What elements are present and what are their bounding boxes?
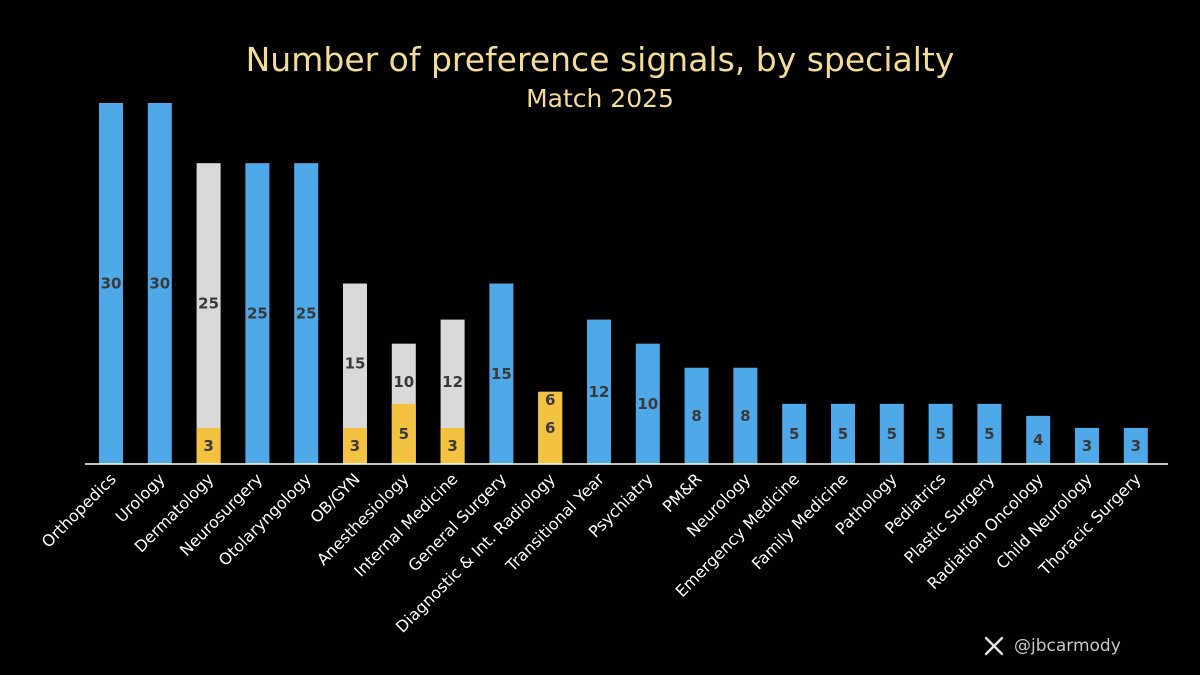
bar-value-label: 5 bbox=[887, 425, 897, 443]
author-credit: @jbcarmody bbox=[984, 636, 1121, 656]
bar-lower bbox=[440, 427, 465, 464]
bar-lower bbox=[196, 427, 221, 464]
bar bbox=[489, 283, 514, 464]
bar bbox=[782, 403, 807, 464]
bar bbox=[928, 403, 953, 464]
bar-lower bbox=[391, 403, 416, 464]
bar-lower-value-label: 3 bbox=[203, 437, 213, 455]
bar-value-label: 5 bbox=[789, 425, 799, 443]
category-label: PM&R bbox=[659, 469, 706, 516]
bar bbox=[587, 319, 611, 464]
bar-upper-value-label: 10 bbox=[393, 373, 414, 391]
bar bbox=[684, 367, 709, 464]
bar-value-label: 15 bbox=[491, 365, 512, 383]
bar-upper bbox=[196, 163, 221, 464]
bar-upper-value-label: 6 bbox=[545, 391, 555, 409]
bar-lower bbox=[538, 391, 563, 464]
bar-lower bbox=[343, 427, 367, 464]
bar bbox=[245, 163, 270, 464]
bar-upper-value-label: 15 bbox=[345, 355, 366, 373]
bar bbox=[1123, 427, 1148, 464]
bar-value-label: 3 bbox=[1131, 437, 1141, 455]
bar bbox=[1026, 415, 1051, 464]
bar bbox=[831, 403, 855, 464]
bar bbox=[733, 367, 758, 464]
bar-value-label: 8 bbox=[740, 407, 750, 425]
bar-value-label: 5 bbox=[984, 425, 994, 443]
category-label: Orthopedics bbox=[38, 469, 120, 551]
bar-value-label: 30 bbox=[101, 275, 122, 293]
bar bbox=[879, 403, 904, 464]
category-label: Otolaryngology bbox=[215, 469, 315, 569]
bar bbox=[294, 163, 319, 464]
bar-value-label: 3 bbox=[1082, 437, 1092, 455]
bar-lower-value-label: 3 bbox=[447, 437, 457, 455]
chart-title: Number of preference signals, by special… bbox=[245, 40, 955, 79]
bar bbox=[977, 403, 1002, 464]
x-logo-icon bbox=[984, 636, 1004, 656]
bar-value-label: 8 bbox=[691, 407, 701, 425]
bar bbox=[635, 343, 660, 464]
bar-lower-value-label: 6 bbox=[545, 419, 555, 437]
bar-lower-value-label: 3 bbox=[350, 437, 360, 455]
bar bbox=[1075, 427, 1099, 464]
bar bbox=[99, 103, 123, 464]
bar-value-label: 12 bbox=[589, 383, 610, 401]
bar-value-label: 5 bbox=[935, 425, 945, 443]
bar-value-label: 4 bbox=[1033, 431, 1043, 449]
bar bbox=[147, 103, 172, 464]
credit-handle: @jbcarmody bbox=[1014, 636, 1121, 656]
chart-subtitle: Match 2025 bbox=[526, 84, 674, 113]
bar-value-label: 30 bbox=[149, 275, 170, 293]
bar-lower-value-label: 5 bbox=[399, 425, 409, 443]
bar-upper-value-label: 12 bbox=[442, 373, 463, 391]
bar-upper-value-label: 25 bbox=[198, 295, 219, 313]
bar-value-label: 10 bbox=[637, 395, 658, 413]
bar-value-label: 25 bbox=[296, 305, 317, 323]
bar-value-label: 5 bbox=[838, 425, 848, 443]
bar-value-label: 25 bbox=[247, 305, 268, 323]
